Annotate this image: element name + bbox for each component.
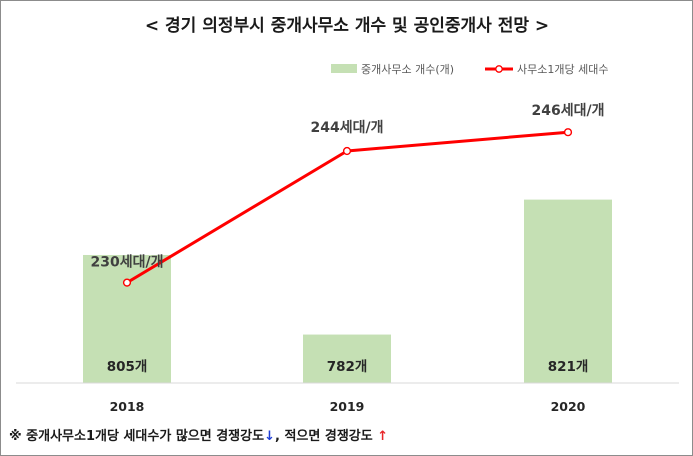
footnote: ※ 중개사무소1개당 세대수가 많으면 경쟁강도↓, 적으면 경쟁강도 ↑ (9, 425, 388, 444)
legend-line-label: 사무소1개당 세대수 (517, 63, 608, 76)
line-series-group: 230세대/개 244세대/개 246세대/개 (91, 103, 605, 287)
legend-line-marker (495, 65, 503, 73)
line-point-2018 (122, 278, 132, 287)
footnote-text-main: ※ 중개사무소1개당 세대수가 많으면 경쟁강도 (9, 429, 265, 444)
arrow-up-icon: ↑ (377, 429, 389, 444)
x-tick-label: 2018 (110, 399, 145, 414)
chart-title: < 경기 의정부시 중개사무소 개수 및 공인중개사 전망 > (145, 16, 549, 36)
line-value-label: 246세대/개 (532, 103, 605, 119)
line-point-2019 (342, 146, 352, 156)
bar-2020 (524, 199, 612, 383)
line-point-2020 (563, 128, 573, 137)
arrow-down-icon: ↓ (264, 429, 275, 444)
line-value-label: 244세대/개 (311, 120, 384, 136)
legend: 중개사무소 개수(개) 사무소1개당 세대수 (331, 63, 608, 76)
bar-value-label: 805개 (107, 359, 148, 375)
x-tick-label: 2019 (330, 399, 365, 414)
legend-bar-swatch (331, 64, 357, 73)
bars-group: 805개 782개 821개 (83, 199, 612, 383)
bar-2018 (83, 254, 171, 383)
line-value-label: 230세대/개 (91, 255, 164, 271)
x-tick-label: 2020 (551, 399, 586, 414)
bar-2019 (303, 334, 391, 383)
legend-bar-label: 중개사무소 개수(개) (361, 63, 454, 76)
bar-value-label: 821개 (548, 359, 589, 375)
bar-value-label: 782개 (327, 359, 368, 375)
footnote-text-mid: , 적으면 경쟁강도 (274, 429, 378, 444)
x-axis-ticks: 2018 2019 2020 (110, 399, 586, 414)
